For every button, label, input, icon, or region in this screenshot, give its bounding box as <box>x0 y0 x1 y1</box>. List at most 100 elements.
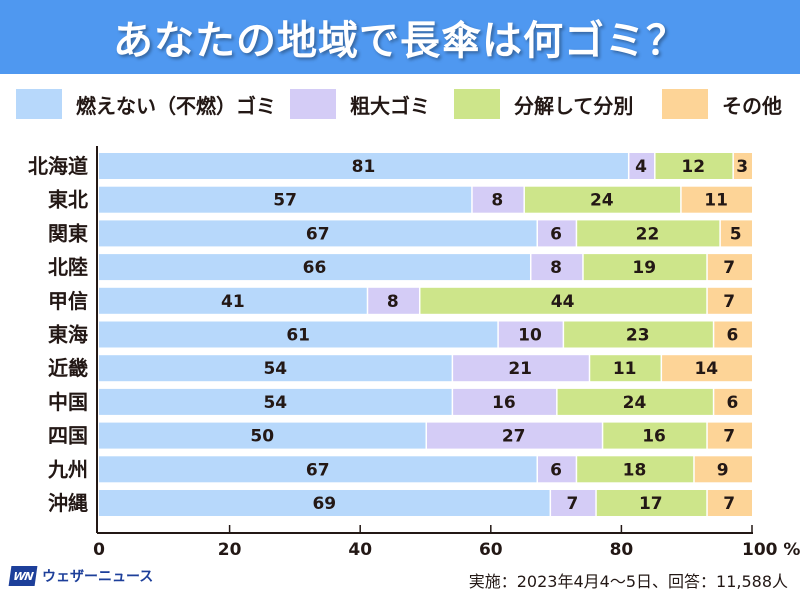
bar-segment <box>99 388 452 415</box>
bar-segment <box>714 321 752 348</box>
bar-segment <box>538 220 576 247</box>
category-label: 東海 <box>48 323 88 347</box>
data-label: 19 <box>632 258 656 278</box>
chart-title: あなたの地域で長傘は何ゴミ？ <box>113 18 687 64</box>
data-label: 16 <box>642 427 666 447</box>
bar-segment <box>472 186 524 213</box>
legend-item-incombustible: 燃えない（不燃）ゴミ <box>16 86 276 122</box>
bar-segment <box>99 456 537 483</box>
legend-item-other: その他 <box>662 86 782 122</box>
legend-swatch-incombustible <box>16 89 62 119</box>
data-label: 69 <box>312 494 336 514</box>
bar-segment <box>707 254 752 281</box>
bar-segment <box>453 355 589 382</box>
data-label: 50 <box>250 427 274 447</box>
legend: 燃えない（不燃）ゴミ 粗大ゴミ 分解して分別 その他 <box>16 86 796 122</box>
category-label: 近畿 <box>48 356 88 380</box>
bar-segment <box>603 422 707 449</box>
category-label: 東北 <box>48 188 88 212</box>
bar-segment <box>99 220 537 247</box>
bar-segment <box>557 388 713 415</box>
bar-segment <box>99 355 452 382</box>
bar-segment <box>733 153 752 179</box>
category-label: 関東 <box>48 221 88 245</box>
category-label: 甲信 <box>48 289 88 313</box>
bar-segment <box>629 153 655 179</box>
bar-segment <box>99 254 530 281</box>
legend-swatch-other <box>662 89 708 119</box>
bar-segment <box>551 490 596 516</box>
bar-segment <box>655 153 733 179</box>
bar-segment <box>99 490 550 516</box>
data-label: 6 <box>726 393 738 413</box>
data-label: 23 <box>626 326 650 346</box>
data-label: 67 <box>306 460 330 480</box>
data-label: 7 <box>723 494 735 514</box>
bar-segment <box>707 422 752 449</box>
brand: WN ウェザーニュース <box>8 566 154 586</box>
category-label: 北陸 <box>48 255 88 279</box>
data-label: 11 <box>704 191 728 211</box>
x-tick-label: 20 <box>218 540 242 560</box>
bar-segment <box>577 456 694 483</box>
legend-item-disassemble: 分解して分別 <box>454 86 633 122</box>
bar-segment <box>720 220 752 247</box>
data-label: 21 <box>508 359 532 379</box>
data-label: 7 <box>567 494 579 514</box>
data-label: 7 <box>723 427 735 447</box>
bar-segment <box>583 254 707 281</box>
bar-segment <box>681 186 752 213</box>
title-banner: あなたの地域で長傘は何ゴミ？ <box>0 0 800 74</box>
category-label: 中国 <box>48 390 88 414</box>
bar-segment <box>99 186 472 213</box>
data-label: 44 <box>551 292 575 312</box>
data-label: 54 <box>263 393 287 413</box>
bar-segment <box>99 422 426 449</box>
data-label: 57 <box>273 191 297 211</box>
data-label: 8 <box>491 191 503 211</box>
data-label: 8 <box>550 258 562 278</box>
data-label: 41 <box>221 292 245 312</box>
data-label: 14 <box>694 359 718 379</box>
bar-segment <box>427 422 602 449</box>
data-label: 9 <box>717 460 729 480</box>
bar-segment <box>99 321 498 348</box>
data-label: 6 <box>550 224 562 244</box>
legend-label-incombustible: 燃えない（不燃）ゴミ <box>76 93 276 118</box>
data-label: 5 <box>730 224 742 244</box>
bar-segment <box>99 153 628 179</box>
bar-segment <box>662 355 752 382</box>
bar-segment <box>524 186 681 213</box>
bar-segment <box>707 490 752 516</box>
bar-segment <box>453 388 557 415</box>
bar-segment <box>368 287 419 314</box>
data-label: 24 <box>590 191 614 211</box>
category-label: 沖縄 <box>48 491 88 515</box>
data-label: 66 <box>303 258 327 278</box>
x-tick-label: 100 % <box>742 540 800 560</box>
data-label: 4 <box>635 157 647 177</box>
bar-segment <box>498 321 563 348</box>
bar-segment <box>694 456 752 483</box>
data-label: 3 <box>736 157 748 177</box>
data-label: 61 <box>286 326 310 346</box>
weathernews-logo-icon: WN <box>8 566 38 586</box>
data-label: 54 <box>263 359 287 379</box>
data-label: 7 <box>723 258 735 278</box>
data-label: 17 <box>639 494 663 514</box>
category-label: 四国 <box>48 424 88 448</box>
bar-segment <box>707 287 752 314</box>
survey-note: 実施：2023年4月4〜5日、回答：11,588人 <box>468 572 788 591</box>
legend-label-other: その他 <box>722 93 782 118</box>
x-tick-label: 40 <box>348 540 372 560</box>
legend-swatch-disassemble <box>454 89 500 119</box>
data-label: 67 <box>306 224 330 244</box>
bar-segment <box>590 355 661 382</box>
legend-label-oversized: 粗大ゴミ <box>350 93 430 118</box>
bar-segment <box>531 254 583 281</box>
brand-name: ウェザーニュース <box>42 569 154 585</box>
data-label: 10 <box>518 326 542 346</box>
data-label: 6 <box>550 460 562 480</box>
category-label: 北海道 <box>28 154 88 178</box>
data-label: 22 <box>636 224 660 244</box>
